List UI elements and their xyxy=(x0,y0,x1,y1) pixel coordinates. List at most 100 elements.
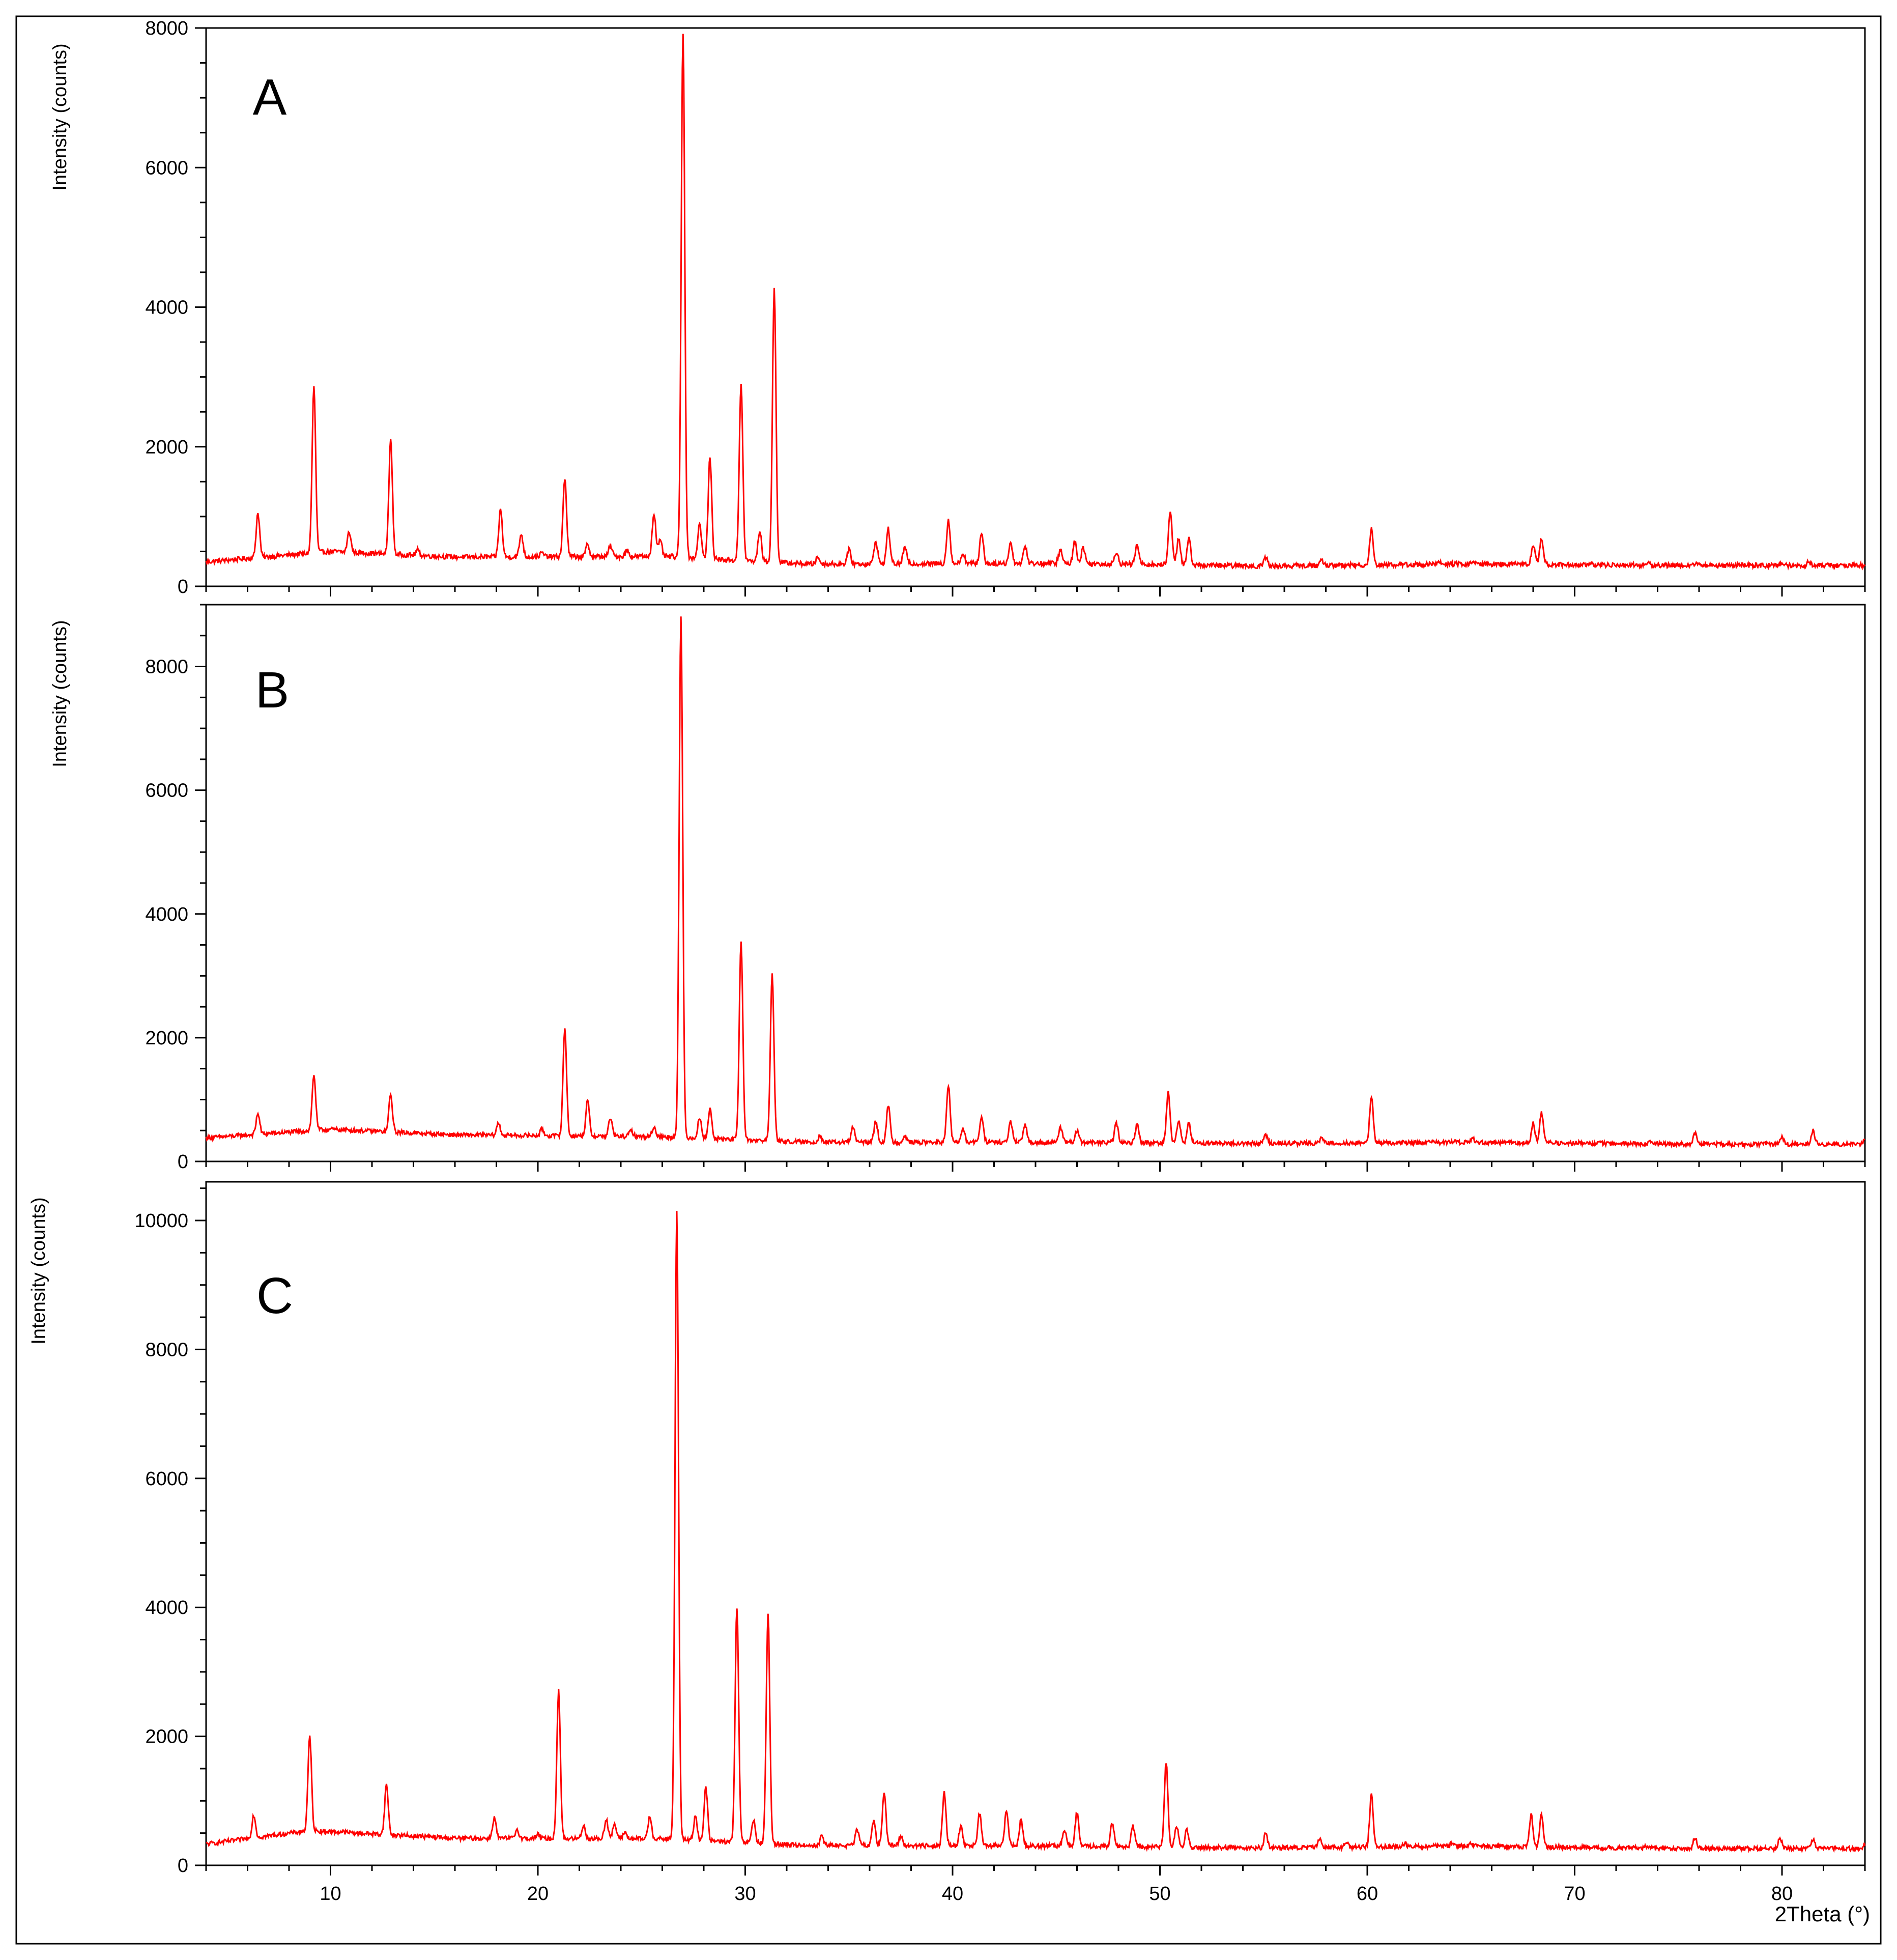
peak-point xyxy=(385,1783,388,1786)
y-tick-label: 8000 xyxy=(145,18,188,39)
peak-point xyxy=(1111,1821,1114,1824)
peak-point xyxy=(1540,1812,1543,1815)
peak-point xyxy=(1812,1129,1815,1132)
peak-point xyxy=(1264,1832,1267,1835)
y-tick-label: 6000 xyxy=(145,1468,188,1490)
peak-point xyxy=(341,1830,344,1833)
y-axis-label: Intensity (counts) xyxy=(49,620,71,767)
peak-point xyxy=(312,386,315,389)
y-tick-label: 0 xyxy=(178,1151,188,1173)
peak-point xyxy=(1009,542,1012,545)
peak-point xyxy=(961,551,964,554)
peak-point xyxy=(1185,1828,1188,1831)
y-tick-label: 8000 xyxy=(145,1339,188,1360)
peak-point xyxy=(1370,528,1373,531)
peak-point xyxy=(1451,1841,1454,1844)
peak-point xyxy=(652,512,655,515)
peak-point xyxy=(1439,561,1442,564)
peak-point xyxy=(308,1735,311,1738)
peak-point xyxy=(252,1813,255,1816)
peak-point xyxy=(1320,1137,1323,1140)
peak-point xyxy=(698,1117,701,1120)
peak-point xyxy=(348,530,351,533)
peak-point xyxy=(536,1833,539,1836)
x-tick-label: 80 xyxy=(1771,1883,1793,1905)
x-tick-label: 20 xyxy=(527,1883,549,1905)
peak-point xyxy=(847,549,850,552)
y-tick-label: 0 xyxy=(178,1855,188,1877)
peak-point xyxy=(1264,1133,1267,1137)
peak-point xyxy=(903,1134,906,1137)
peak-point xyxy=(1177,1119,1180,1122)
peak-point xyxy=(609,544,612,547)
panel-label: C xyxy=(256,1267,293,1324)
peak-point xyxy=(613,1823,616,1826)
peak-point xyxy=(1472,560,1475,563)
peak-point xyxy=(980,1114,983,1117)
peak-point xyxy=(493,1816,496,1819)
peak-point xyxy=(874,1120,877,1123)
x-tick-label: 50 xyxy=(1149,1883,1170,1905)
peak-point xyxy=(1082,546,1085,549)
peak-point xyxy=(389,438,392,441)
peak-point xyxy=(582,1824,585,1827)
peak-point xyxy=(312,1073,315,1076)
y-tick-label: 4000 xyxy=(145,297,188,319)
peak-point xyxy=(773,288,776,291)
peak-point xyxy=(586,543,589,546)
x-tick-label: 10 xyxy=(320,1883,341,1905)
peak-point xyxy=(1370,1793,1373,1796)
peak-point xyxy=(872,1819,875,1822)
peak-point xyxy=(1472,1138,1475,1141)
peak-point xyxy=(540,1128,543,1131)
y-tick-label: 0 xyxy=(178,576,188,598)
peak-point xyxy=(1115,1122,1118,1125)
peak-point xyxy=(887,1104,890,1107)
peak-point xyxy=(1165,1760,1168,1764)
peak-point xyxy=(1175,1824,1178,1827)
peak-point xyxy=(679,615,682,618)
peak-point xyxy=(766,1612,769,1615)
peak-point xyxy=(698,522,701,525)
x-tick-label: 40 xyxy=(942,1883,963,1905)
peak-point xyxy=(899,1834,902,1837)
peak-point xyxy=(520,532,523,535)
peak-point xyxy=(903,546,906,549)
peak-point xyxy=(540,551,543,554)
peak-point xyxy=(851,1125,854,1128)
panel-b: 0 2000 4000 6000 8000 Intensity (counts) B xyxy=(49,604,1866,1173)
panel-label: B xyxy=(255,662,290,719)
peak-point xyxy=(1009,1120,1012,1123)
y-tick-label: 6000 xyxy=(145,780,188,802)
peak-point xyxy=(497,1122,500,1125)
peak-point xyxy=(1188,537,1191,541)
y-axis-label: Intensity (counts) xyxy=(49,43,71,190)
y-tick-label: 4000 xyxy=(145,1597,188,1618)
peak-point xyxy=(629,1129,633,1132)
y-tick-label: 8000 xyxy=(145,657,188,678)
peak-point xyxy=(1169,508,1172,511)
peak-point xyxy=(1063,1828,1066,1831)
panel-a: 0 2000 4000 6000 8000 Intensity (counts) A xyxy=(49,18,1866,598)
peak-point xyxy=(739,382,742,385)
peak-point xyxy=(947,519,950,522)
figure-border xyxy=(15,15,1882,1945)
peak-point xyxy=(1403,1842,1406,1845)
peak-point xyxy=(1059,549,1062,552)
peak-point xyxy=(256,1112,260,1115)
peak-point xyxy=(1778,1835,1781,1838)
peak-point xyxy=(887,528,890,531)
y-tick-label: 4000 xyxy=(145,904,188,925)
peak-point xyxy=(586,1099,589,1102)
peak-point xyxy=(874,539,877,543)
x-tick-label: 60 xyxy=(1357,1883,1378,1905)
peak-point xyxy=(1540,537,1543,541)
peak-point xyxy=(1532,1122,1535,1125)
peak-point xyxy=(675,1209,678,1212)
peak-point xyxy=(515,1828,519,1831)
peak-point xyxy=(1530,1813,1533,1816)
peak-point xyxy=(1345,1840,1348,1843)
peak-point xyxy=(816,555,819,558)
peak-point xyxy=(1177,536,1180,539)
